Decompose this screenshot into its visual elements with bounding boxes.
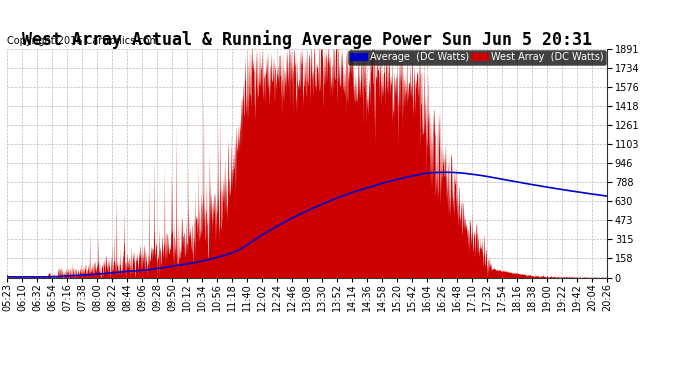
Title: West Array Actual & Running Average Power Sun Jun 5 20:31: West Array Actual & Running Average Powe… <box>22 30 592 49</box>
Text: Copyright 2016 Cartronics.com: Copyright 2016 Cartronics.com <box>7 36 159 46</box>
Legend: Average  (DC Watts), West Array  (DC Watts): Average (DC Watts), West Array (DC Watts… <box>348 50 607 64</box>
